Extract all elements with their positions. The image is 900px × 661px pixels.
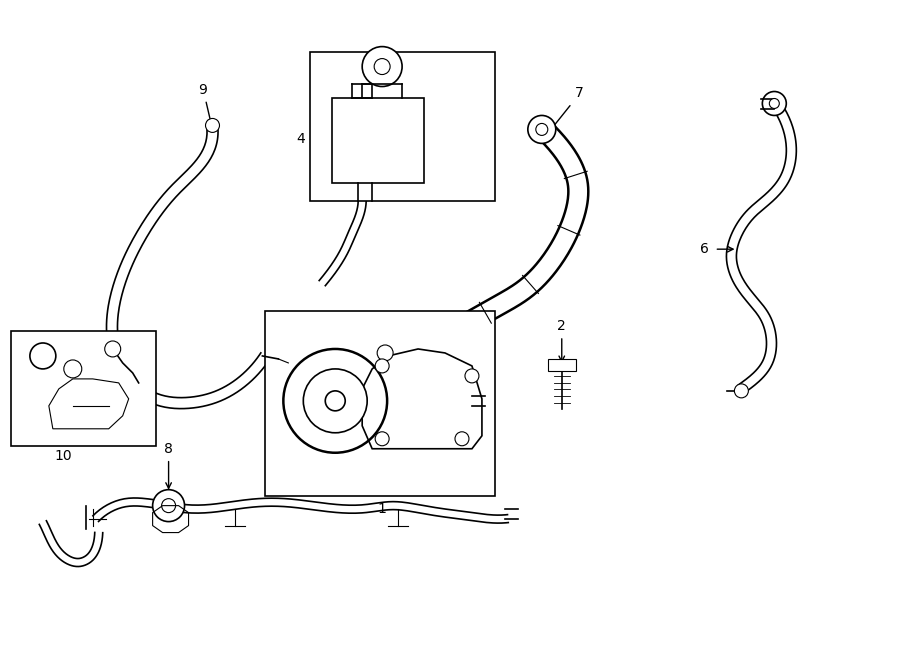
Text: 6: 6	[700, 242, 709, 256]
Circle shape	[465, 369, 479, 383]
Bar	[332, 98, 424, 183]
Circle shape	[374, 59, 390, 75]
Circle shape	[734, 384, 749, 398]
Circle shape	[770, 98, 779, 108]
Text: 1: 1	[378, 502, 387, 516]
Circle shape	[303, 369, 367, 433]
Circle shape	[377, 345, 393, 361]
Circle shape	[64, 360, 82, 378]
Text: 3: 3	[364, 326, 373, 340]
Circle shape	[162, 498, 176, 513]
Circle shape	[527, 116, 556, 143]
Circle shape	[284, 349, 387, 453]
Polygon shape	[726, 104, 796, 393]
Polygon shape	[384, 126, 589, 366]
Polygon shape	[106, 130, 270, 408]
Bar	[11, 331, 156, 446]
Text: 9: 9	[198, 83, 207, 97]
Text: 2: 2	[557, 319, 566, 333]
Bar	[310, 52, 495, 201]
Circle shape	[104, 341, 121, 357]
Text: 7: 7	[575, 87, 584, 100]
Polygon shape	[40, 521, 103, 566]
Polygon shape	[93, 498, 508, 523]
Circle shape	[153, 490, 184, 522]
Circle shape	[30, 343, 56, 369]
Circle shape	[362, 46, 402, 87]
Circle shape	[375, 359, 389, 373]
Circle shape	[375, 432, 389, 446]
Text: 5: 5	[318, 63, 327, 77]
Circle shape	[455, 432, 469, 446]
Text: 10: 10	[54, 449, 72, 463]
Text: 8: 8	[164, 442, 173, 455]
Bar	[548, 359, 576, 371]
Text: 4: 4	[296, 132, 305, 146]
Bar	[266, 311, 495, 496]
Circle shape	[325, 391, 346, 411]
Polygon shape	[320, 201, 366, 286]
Circle shape	[205, 118, 220, 132]
Circle shape	[762, 91, 787, 116]
Circle shape	[536, 124, 548, 136]
